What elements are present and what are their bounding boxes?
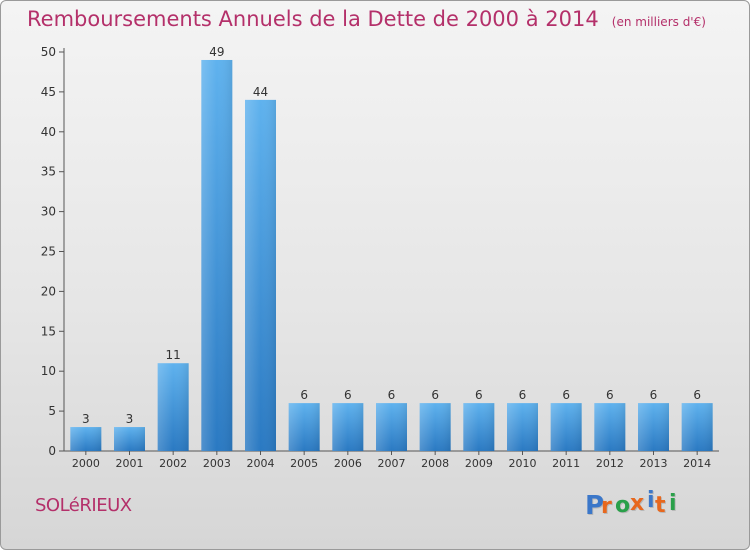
- x-tick-label: 2004: [247, 457, 275, 470]
- y-tick-label: 30: [41, 205, 56, 219]
- bar-shade: [114, 427, 145, 451]
- logo-letter: i: [669, 491, 677, 516]
- bar-shade: [332, 403, 364, 451]
- x-tick-label: 2009: [465, 457, 493, 470]
- data-label: 6: [388, 388, 396, 402]
- data-label: 6: [344, 388, 352, 402]
- data-label: 6: [650, 388, 658, 402]
- data-label: 6: [431, 388, 439, 402]
- bar-shade: [550, 403, 582, 451]
- data-label: 6: [300, 388, 308, 402]
- x-tick-label: 2000: [72, 457, 100, 470]
- bar-shade: [594, 403, 626, 451]
- bar-shade: [463, 403, 495, 451]
- bar-shade: [70, 427, 102, 451]
- bar-shade: [201, 59, 233, 451]
- data-label: 6: [606, 388, 614, 402]
- bar-shade: [376, 403, 407, 451]
- bar-shade: [288, 403, 320, 451]
- chart-subtitle: (en milliers d'€): [611, 15, 706, 29]
- bar-shade: [638, 403, 669, 451]
- y-tick-label: 45: [41, 85, 56, 99]
- x-tick-label: 2001: [116, 457, 144, 470]
- data-label: 49: [209, 45, 224, 59]
- logo-letter: x: [630, 491, 645, 516]
- x-tick-label: 2011: [552, 457, 580, 470]
- y-tick-label: 10: [41, 364, 56, 378]
- value-labels: 3 3 11 49 44 6 6 6 6 6 6 6 6 6 6: [82, 45, 701, 426]
- data-label: 6: [475, 388, 483, 402]
- logo-letter: t: [655, 493, 666, 518]
- data-label: 44: [253, 85, 268, 99]
- x-tick-label: 2008: [421, 457, 449, 470]
- y-tick-label: 35: [41, 165, 56, 179]
- x-tick-label: 2003: [203, 457, 231, 470]
- data-label: 11: [166, 348, 181, 362]
- y-tick-label: 0: [48, 444, 56, 458]
- x-tick-label: 2006: [334, 457, 362, 470]
- x-tick-label: 2010: [509, 457, 537, 470]
- x-tick-label: 2005: [290, 457, 318, 470]
- x-tick-label: 2002: [159, 457, 187, 470]
- x-tick-label: 2007: [378, 457, 406, 470]
- bars: [70, 59, 713, 451]
- axes: 0 5 10 15 20 25 30 35 40 45 50 2000 2001 2002 2003 2004…: [41, 45, 719, 470]
- x-tick-label: 2012: [596, 457, 624, 470]
- logo-letter: i: [647, 488, 655, 513]
- x-tick-label: 2013: [640, 457, 668, 470]
- y-tick-label: 25: [41, 245, 56, 259]
- bar-shade: [245, 99, 276, 451]
- bar-shade: [157, 363, 189, 451]
- x-tick-label: 2014: [683, 457, 711, 470]
- title-row: Remboursements Annuels de la Dette de 20…: [27, 7, 706, 31]
- logo-letter: o: [615, 493, 631, 518]
- bar-shade: [419, 403, 451, 451]
- bar-shade: [507, 403, 538, 451]
- place-name: SOLéRIEUX: [35, 495, 132, 516]
- logo-letter: r: [601, 494, 612, 519]
- bar-chart: 0 5 10 15 20 25 30 35 40 45 50 2000 2001 2002 2003 2004…: [41, 45, 719, 470]
- data-label: 3: [82, 412, 90, 426]
- chart-title: Remboursements Annuels de la Dette de 20…: [27, 7, 599, 31]
- y-tick-label: 40: [41, 125, 56, 139]
- logo-letter: P: [585, 491, 605, 521]
- data-label: 6: [562, 388, 570, 402]
- bar-shade: [681, 403, 713, 451]
- y-tick-label: 20: [41, 284, 56, 298]
- data-label: 6: [693, 388, 701, 402]
- y-tick-label: 50: [41, 45, 56, 59]
- y-tick-label: 15: [41, 324, 56, 338]
- data-label: 3: [126, 412, 134, 426]
- y-tick-label: 5: [48, 404, 56, 418]
- data-label: 6: [519, 388, 527, 402]
